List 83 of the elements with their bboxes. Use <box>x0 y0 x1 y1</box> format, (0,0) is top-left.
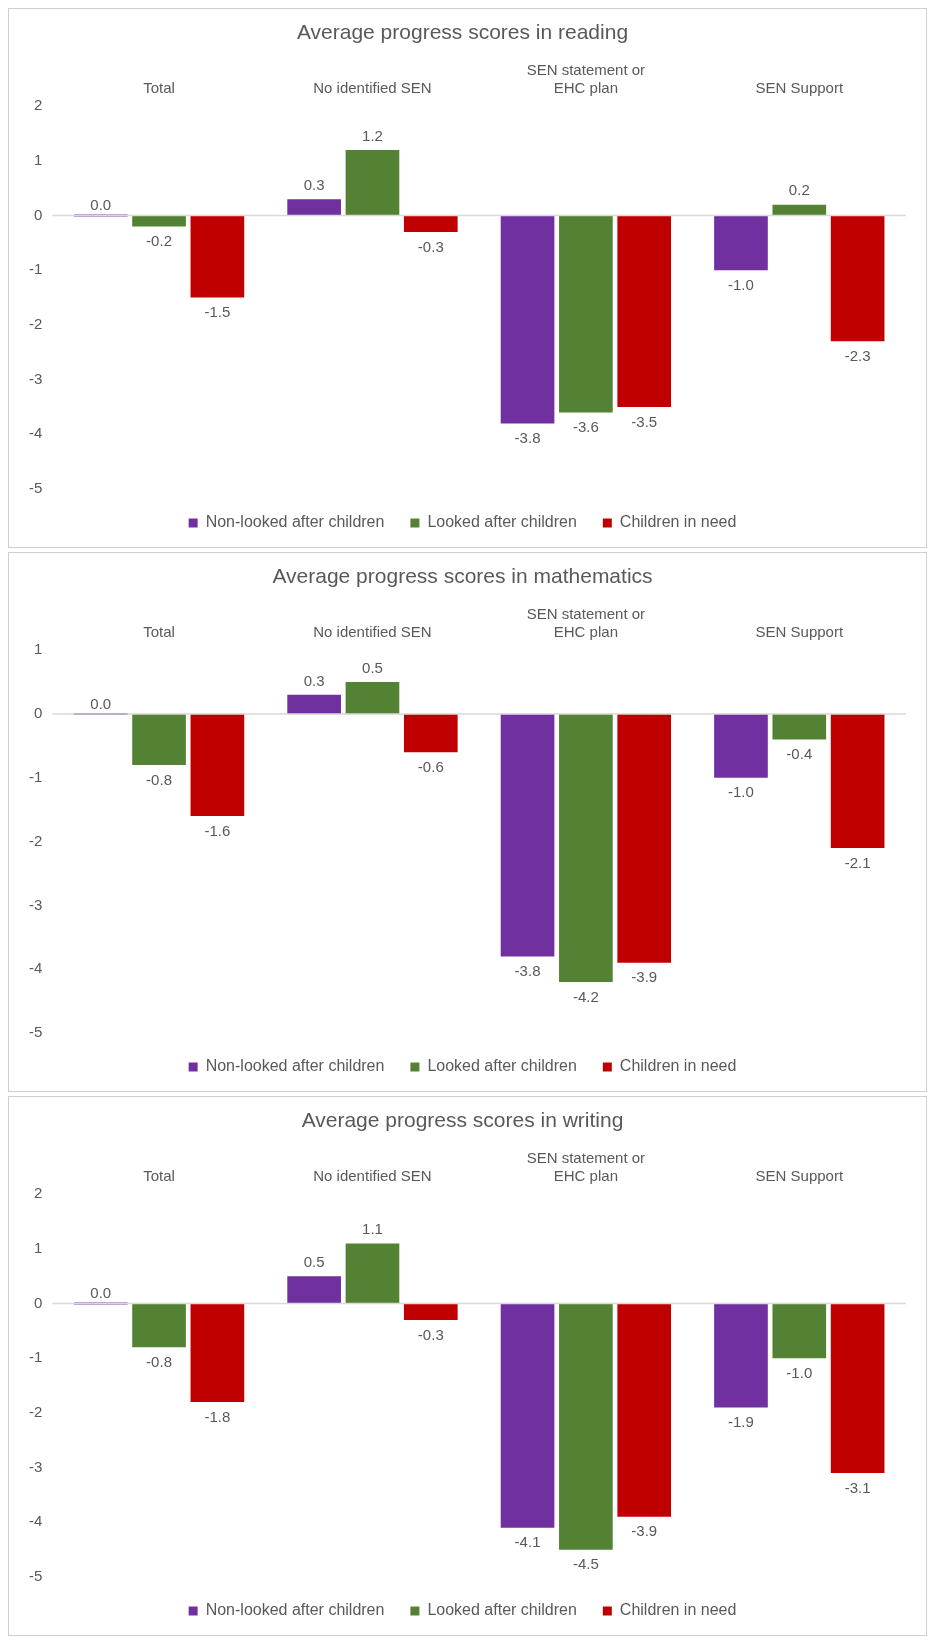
legend-label: Looked after children <box>427 1601 577 1619</box>
data-label: -1.9 <box>728 1413 754 1431</box>
legend-label: Children in need <box>619 1057 737 1075</box>
chart-title: Average progress scores in mathematics <box>272 564 653 588</box>
y-tick-label: -2 <box>28 315 43 333</box>
data-label: 1.1 <box>362 1220 383 1238</box>
y-tick-label: 2 <box>33 96 43 114</box>
y-tick-label: -3 <box>28 369 43 387</box>
y-tick-label: -1 <box>28 260 43 278</box>
x-tick-label: Total <box>143 1167 175 1185</box>
y-tick-label: -2 <box>28 831 43 849</box>
data-label: -3.8 <box>514 962 541 980</box>
data-label: -0.6 <box>417 757 444 775</box>
data-label: -1.5 <box>204 303 231 321</box>
y-tick-label: -3 <box>28 1457 43 1475</box>
data-label: -3.8 <box>514 429 541 447</box>
legend-label: Children in need <box>619 513 737 531</box>
data-label: 0.2 <box>788 181 810 199</box>
data-label: -3.6 <box>572 418 599 436</box>
data-label: 0.0 <box>90 694 112 712</box>
y-tick-label: -5 <box>28 1567 43 1585</box>
y-tick-label: -1 <box>28 767 43 785</box>
y-tick-label: 1 <box>33 1239 43 1257</box>
data-label: -1.8 <box>204 1407 231 1425</box>
data-label: -0.3 <box>417 1325 444 1343</box>
y-tick-label: -3 <box>28 895 43 913</box>
y-tick-label: -4 <box>28 959 43 977</box>
y-tick-label: -1 <box>28 1348 43 1366</box>
data-label: -2.1 <box>844 853 871 871</box>
x-tick-label: SEN statement or EHC plan <box>526 1149 646 1185</box>
data-label: -0.8 <box>146 1352 172 1370</box>
y-tick-label: 0 <box>33 704 43 722</box>
data-label: -1.0 <box>728 275 754 293</box>
y-tick-label: -4 <box>28 424 43 442</box>
data-label: 1.2 <box>362 126 383 144</box>
data-label: 0.0 <box>90 1284 112 1302</box>
x-tick-label: SEN Support <box>755 1167 844 1185</box>
y-tick-label: -2 <box>28 1403 43 1421</box>
data-label: -4.2 <box>572 987 599 1005</box>
data-label: -1.6 <box>204 821 231 839</box>
data-label: 0.3 <box>303 671 325 689</box>
data-label: -3.9 <box>631 968 658 986</box>
legend-label: Looked after children <box>427 1057 577 1075</box>
y-tick-label: 1 <box>33 640 43 658</box>
data-label: -0.2 <box>146 232 172 250</box>
x-tick-label: SEN Support <box>755 623 844 641</box>
x-tick-label: SEN statement or EHC plan <box>526 605 646 641</box>
data-label: -1.0 <box>786 1363 813 1381</box>
legend-label: Non-looked after children <box>205 1057 385 1075</box>
x-tick-label: No identified SEN <box>313 79 432 97</box>
legend-label: Non-looked after children <box>205 513 385 531</box>
data-label: 0.5 <box>362 658 383 676</box>
x-tick-label: SEN Support <box>755 79 844 97</box>
y-tick-label: 1 <box>33 151 43 169</box>
x-tick-label: SEN statement or EHC plan <box>526 61 646 97</box>
data-label: -4.1 <box>514 1533 541 1551</box>
x-tick-label: No identified SEN <box>313 1167 432 1185</box>
data-label: -0.8 <box>146 770 172 788</box>
data-label: -2.3 <box>844 346 871 364</box>
chart-title: Average progress scores in writing <box>301 1108 624 1132</box>
data-label: -3.5 <box>631 412 658 430</box>
data-label: 0.3 <box>303 175 325 193</box>
data-label: -0.4 <box>786 745 813 763</box>
data-label: -1.0 <box>728 783 754 801</box>
y-tick-label: -5 <box>28 479 43 497</box>
data-label: 0.0 <box>90 196 112 214</box>
legend-label: Looked after children <box>427 513 577 531</box>
data-label: -3.1 <box>844 1478 871 1496</box>
x-tick-label: Total <box>143 623 175 641</box>
legend-label: Non-looked after children <box>205 1601 385 1619</box>
y-tick-label: -5 <box>28 1023 43 1041</box>
chart-title: Average progress scores in reading <box>296 20 629 44</box>
legend-label: Children in need <box>619 1601 737 1619</box>
y-tick-label: 2 <box>33 1184 43 1202</box>
x-tick-label: No identified SEN <box>313 623 432 641</box>
data-label: -0.3 <box>417 237 444 255</box>
y-tick-label: 0 <box>33 205 43 223</box>
y-tick-label: 0 <box>33 1293 43 1311</box>
x-tick-label: Total <box>143 79 175 97</box>
y-tick-label: -4 <box>28 1512 43 1530</box>
data-label: -3.9 <box>631 1522 658 1540</box>
data-label: -4.5 <box>572 1555 599 1573</box>
data-label: 0.5 <box>303 1252 325 1270</box>
